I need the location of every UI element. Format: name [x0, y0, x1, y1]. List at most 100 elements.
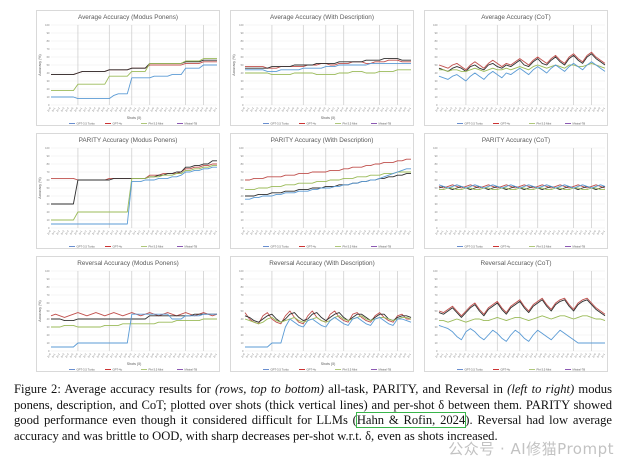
x-tick-label: δ=3	[307, 106, 313, 112]
caption-italic-left-right: (left to right)	[507, 382, 575, 396]
x-tick-label: δ=0	[515, 229, 521, 235]
x-tick-label: δ=3	[555, 106, 561, 112]
x-tick-label: δ=1	[352, 352, 358, 358]
y-tick-label: 60	[241, 55, 244, 59]
chart-panel: Average Accuracy (CoT) 0 10 20 30 40 50 60 70 80 9…	[424, 10, 608, 126]
x-tick-label: δ=1	[466, 229, 472, 235]
y-tick-label: 70	[435, 293, 438, 297]
y-tick-label: 80	[435, 39, 438, 43]
x-tick-label: δ=0	[569, 106, 575, 112]
y-tick-label: 70	[47, 47, 50, 51]
x-tick-label: δ=0	[542, 229, 548, 235]
y-tick-label: 100	[433, 146, 438, 150]
x-tick-label: δ=3	[582, 106, 588, 112]
x-tick-label: δ=1	[245, 229, 251, 235]
x-tick-label: δ=2	[357, 106, 363, 112]
caption-text-2: all-task, PARITY, and Reversal in	[323, 382, 508, 396]
x-tick-label: δ=1	[493, 229, 499, 235]
x-tick-label: δ=5	[564, 106, 570, 112]
x-tick-label: δ=1	[78, 352, 84, 358]
x-tick-label: δ=1	[158, 352, 164, 358]
x-tick-label: δ=3	[528, 352, 534, 358]
x-tick-label: δ=2	[384, 106, 390, 112]
x-tick-label: δ=3	[140, 106, 146, 112]
y-tick-label: 90	[47, 154, 50, 158]
x-tick-label: δ=3	[307, 229, 313, 235]
x-tick-label: δ=0	[434, 352, 440, 358]
x-tick-label: δ=2	[524, 106, 530, 112]
x-tick-label: δ=1	[51, 352, 57, 358]
y-tick-label: 100	[45, 23, 50, 27]
legend-entry: Mistral-7B	[379, 367, 392, 371]
y-axis-label: Accuracy (%)	[38, 54, 42, 75]
y-tick-label: 30	[47, 202, 50, 206]
series-line	[51, 318, 217, 328]
series-line	[244, 315, 412, 325]
y-tick-label: 20	[47, 87, 50, 91]
x-tick-label: δ=5	[176, 229, 182, 235]
x-tick-label: δ=1	[573, 352, 579, 358]
y-tick-label: 80	[241, 162, 244, 166]
legend-entry: Mistral-7B	[185, 367, 198, 371]
series-line	[51, 58, 217, 92]
x-axis-label: Shots (δ)	[127, 362, 142, 366]
legend-entry: Phi-3.5 Mini	[537, 244, 552, 248]
x-tick-label: δ=2	[136, 352, 142, 358]
y-tick-label: 80	[47, 285, 50, 289]
x-tick-label: δ=1	[519, 106, 525, 112]
x-tick-label: δ=0	[542, 106, 548, 112]
x-tick-label: δ=4	[145, 352, 151, 358]
x-tick-label: δ=5	[203, 229, 209, 235]
x-tick-label: δ=1	[439, 106, 445, 112]
legend-entry: Phi-3.5 Mini	[537, 121, 552, 125]
x-tick-label: δ=3	[555, 352, 561, 358]
x-tick-label: δ=1	[299, 352, 305, 358]
series-line	[438, 61, 606, 82]
x-tick-label: δ=2	[303, 352, 309, 358]
x-tick-label: δ=0	[542, 352, 548, 358]
x-tick-label: δ=1	[325, 106, 331, 112]
x-tick-label: δ=0	[267, 352, 273, 358]
watermark-text: 公众号 · AI修猫Prompt	[448, 440, 614, 458]
y-tick-label: 40	[241, 194, 244, 198]
x-tick-label: δ=3	[448, 229, 454, 235]
figure-grid: Average Accuracy (Modus Ponens) 0 10 20 30 40…	[36, 10, 608, 372]
x-tick-label: δ=3	[388, 229, 394, 235]
x-tick-label: δ=1	[131, 352, 137, 358]
x-tick-label: δ=5	[343, 106, 349, 112]
y-tick-label: 60	[435, 55, 438, 59]
y-tick-label: 60	[241, 178, 244, 182]
x-tick-label: δ=0	[488, 106, 494, 112]
citation-link[interactable]: Hahn & Rofin, 2024	[355, 412, 467, 429]
x-tick-label: δ=5	[176, 106, 182, 112]
x-tick-label: δ=3	[582, 229, 588, 235]
x-tick-label: δ=3	[475, 106, 481, 112]
x-tick-label: δ=5	[484, 106, 490, 112]
panel-title: PARITY Accuracy (Modus Ponens)	[78, 137, 178, 144]
x-tick-label: δ=1	[212, 352, 218, 358]
series-line	[51, 313, 217, 322]
x-tick-label: δ=2	[82, 352, 88, 358]
x-tick-label: δ=0	[46, 352, 52, 358]
x-tick-label: δ=4	[64, 229, 70, 235]
x-tick-label: δ=0	[208, 352, 214, 358]
x-tick-label: δ=5	[370, 352, 376, 358]
y-tick-label: 0	[242, 103, 244, 107]
y-tick-label: 70	[47, 170, 50, 174]
series-line	[438, 324, 605, 344]
y-tick-label: 0	[242, 349, 244, 353]
x-tick-label: δ=2	[276, 106, 282, 112]
x-tick-label: δ=4	[118, 229, 124, 235]
x-tick-label: δ=4	[172, 229, 178, 235]
x-tick-label: δ=2	[163, 229, 169, 235]
x-tick-label: δ=0	[127, 229, 133, 235]
y-tick-label: 80	[241, 39, 244, 43]
legend-entry: Phi-3.5 Mini	[149, 367, 164, 371]
y-tick-label: 100	[45, 146, 50, 150]
x-tick-label: δ=5	[343, 352, 349, 358]
x-tick-label: δ=3	[113, 229, 119, 235]
y-tick-label: 100	[239, 23, 244, 27]
x-tick-label: δ=4	[393, 352, 399, 358]
x-tick-label: δ=5	[370, 229, 376, 235]
series-line	[245, 69, 411, 76]
